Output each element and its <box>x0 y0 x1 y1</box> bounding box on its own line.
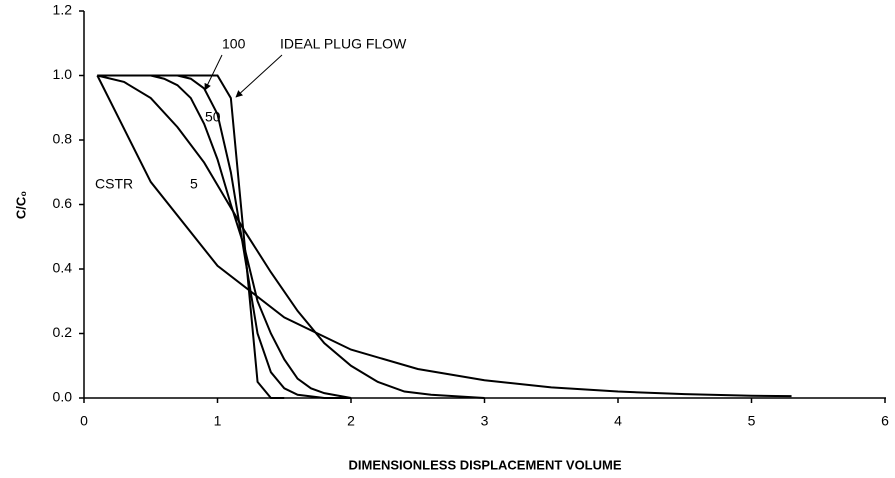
x-tick-label: 3 <box>481 413 489 429</box>
arrow <box>204 54 223 91</box>
x-axis-label: DIMENSIONLESS DISPLACEMENT VOLUME <box>348 457 621 472</box>
series-line <box>97 74 351 399</box>
series-line <box>96 75 792 398</box>
x-tick-label: 4 <box>614 413 622 429</box>
y-tick-label: 0.2 <box>53 324 73 340</box>
y-tick-label: 1.0 <box>53 66 73 82</box>
arrow <box>235 54 283 98</box>
y-tick-label: 0.8 <box>53 131 73 147</box>
series-line <box>97 74 485 399</box>
x-tick-label: 0 <box>80 413 88 429</box>
y-axis-label: C/C₀ <box>13 191 28 219</box>
series-label: IDEAL PLUG FLOW <box>280 36 407 52</box>
y-tick-label: 1.2 <box>53 2 73 18</box>
x-tick-label: 5 <box>748 413 756 429</box>
series-line <box>97 74 285 399</box>
x-tick-label: 6 <box>881 413 889 429</box>
series-label: 5 <box>190 176 198 192</box>
y-tick-label: 0.0 <box>53 389 73 405</box>
x-tick-label: 2 <box>347 413 355 429</box>
x-tick-label: 1 <box>214 413 222 429</box>
series-line <box>97 74 352 399</box>
series-label: CSTR <box>95 176 133 192</box>
y-tick-label: 0.4 <box>53 260 73 276</box>
series-label: 100 <box>222 36 246 52</box>
y-tick-label: 0.6 <box>53 195 73 211</box>
